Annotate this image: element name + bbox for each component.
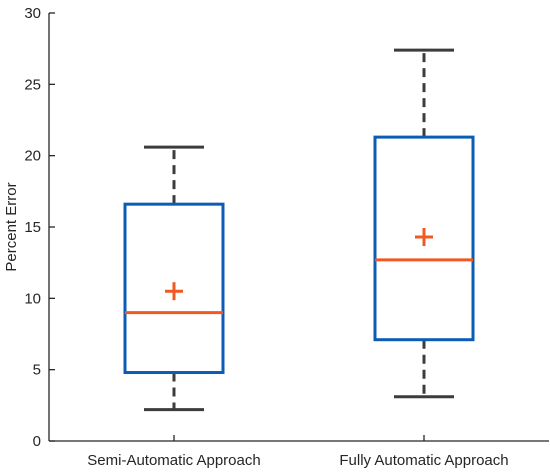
box-iqr: [373, 135, 475, 342]
box-group: [123, 145, 225, 412]
x-tick-label: Fully Automatic Approach: [339, 452, 508, 469]
plot-area: [123, 48, 475, 412]
box-group: [373, 48, 475, 399]
y-tick-label: 10: [24, 290, 41, 307]
y-tick-label: 25: [24, 76, 41, 93]
y-tick-label: 15: [24, 219, 41, 236]
y-tick-label: 0: [33, 433, 41, 450]
y-tick-label: 20: [24, 148, 41, 165]
axes: 0 5 10 15 20 25 30 Semi-Automatic Approach Fully…: [24, 5, 549, 469]
box-iqr: [123, 202, 225, 375]
y-tick-label: 30: [24, 5, 41, 22]
y-tick-label: 5: [33, 362, 41, 379]
y-axis-label: Percent Error: [3, 182, 20, 271]
x-tick-label: Semi-Automatic Approach: [87, 452, 260, 469]
